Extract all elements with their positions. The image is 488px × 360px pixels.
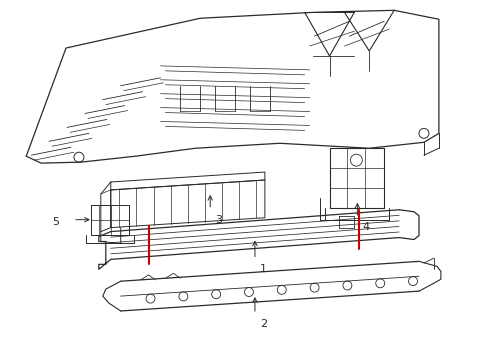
- Text: 1: 1: [260, 264, 266, 274]
- Text: 3: 3: [215, 215, 222, 225]
- Text: 5: 5: [52, 217, 59, 227]
- Text: 2: 2: [260, 319, 266, 329]
- Text: 4: 4: [362, 222, 369, 232]
